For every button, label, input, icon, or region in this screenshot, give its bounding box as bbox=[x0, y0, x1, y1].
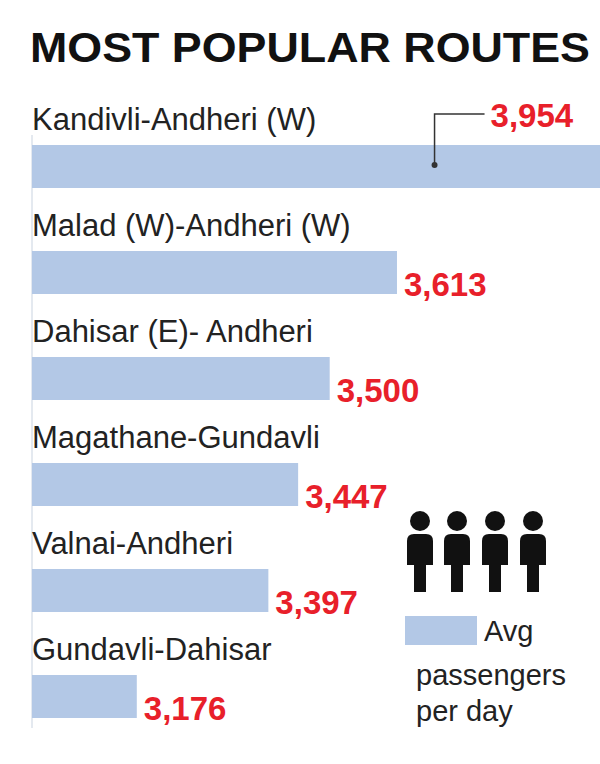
category-label: Magathane-Gundavli bbox=[32, 420, 320, 455]
bar bbox=[32, 251, 397, 294]
icon-head bbox=[523, 511, 543, 531]
leader-line bbox=[435, 114, 485, 165]
chart-svg: MOST POPULAR ROUTES Kandivli-Andheri (W) 3… bbox=[0, 0, 600, 764]
bar bbox=[32, 357, 330, 400]
category-label: Valnai-Andheri bbox=[32, 526, 233, 561]
category-label: Kandivli-Andheri (W) bbox=[32, 102, 316, 137]
icon-head bbox=[410, 511, 430, 531]
data-label: 3,613 bbox=[404, 266, 487, 303]
legend-line: Avg bbox=[484, 615, 533, 647]
legend-swatch bbox=[405, 616, 477, 645]
category-label: Dahisar (E)- Andheri bbox=[32, 314, 313, 349]
legend-line: passengers bbox=[416, 659, 566, 691]
labels: Kandivli-Andheri (W) 3,954 Malad (W)-Andhe… bbox=[32, 97, 574, 727]
data-label: 3,176 bbox=[144, 690, 227, 727]
legend-label: Avg passengers per day bbox=[416, 615, 566, 727]
category-label: Malad (W)-Andheri (W) bbox=[32, 208, 351, 243]
icon-head bbox=[485, 511, 505, 531]
chart-container: MOST POPULAR ROUTES Kandivli-Andheri (W) 3… bbox=[0, 0, 600, 764]
bar bbox=[32, 569, 268, 612]
icon-body bbox=[482, 534, 508, 592]
title: MOST POPULAR ROUTES bbox=[30, 24, 590, 71]
icon-head bbox=[447, 511, 467, 531]
legend: Avg passengers per day bbox=[405, 615, 566, 727]
icon-body bbox=[444, 534, 470, 592]
leader-dot bbox=[432, 162, 438, 168]
legend-line: per day bbox=[416, 695, 513, 727]
data-label: 3,954 bbox=[491, 97, 574, 134]
bar bbox=[32, 145, 600, 188]
icon-body bbox=[407, 534, 433, 592]
data-label: 3,447 bbox=[305, 478, 388, 515]
icon-body bbox=[520, 534, 546, 592]
bars bbox=[32, 145, 600, 718]
bar bbox=[32, 675, 137, 718]
category-label: Gundavli-Dahisar bbox=[32, 632, 272, 667]
people-icon bbox=[407, 511, 546, 592]
data-label: 3,500 bbox=[337, 372, 420, 409]
bar bbox=[32, 463, 298, 506]
data-label: 3,397 bbox=[275, 584, 358, 621]
